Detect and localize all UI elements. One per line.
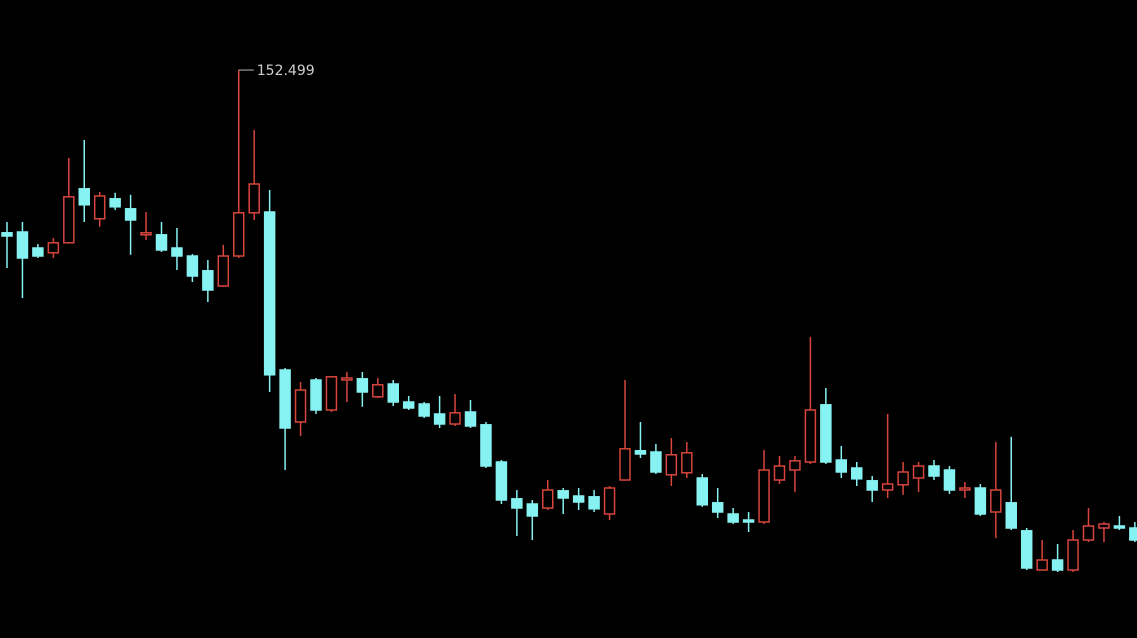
candle-body: [202, 270, 214, 291]
candle-body: [418, 403, 430, 417]
candle-body: [557, 490, 569, 499]
candle-body: [32, 247, 44, 257]
candle-body: [619, 448, 631, 481]
candle-body: [402, 401, 415, 409]
candle-body: [480, 424, 492, 467]
candle-body: [588, 496, 600, 510]
candle-body: [495, 461, 508, 501]
candle-body: [464, 411, 477, 427]
candle-body: [93, 195, 106, 220]
candle-body: [711, 502, 724, 513]
candle-body: [310, 379, 322, 411]
candle-body: [650, 451, 662, 473]
candle-body: [789, 460, 801, 471]
candle-body: [186, 255, 199, 277]
candle-body: [63, 196, 75, 244]
candle-body: [835, 459, 848, 473]
candle-body: [1067, 539, 1079, 571]
candle-body: [263, 211, 276, 376]
candle-body: [1129, 527, 1137, 541]
candle-body: [248, 183, 260, 214]
candle-body: [78, 188, 90, 206]
candle-body: [1082, 525, 1095, 541]
candle-body: [155, 234, 168, 251]
candle-body: [928, 465, 940, 477]
candle-body: [124, 208, 137, 221]
candle-body: [866, 480, 878, 491]
candle-body: [1036, 559, 1048, 571]
candle-body: [990, 489, 1002, 513]
candle-body: [851, 467, 863, 480]
candle-body: [387, 383, 399, 403]
candle-body: [526, 503, 539, 517]
candle-body: [758, 469, 770, 523]
candle-body: [233, 212, 245, 257]
candle-body: [603, 487, 616, 515]
candle-body: [742, 519, 755, 523]
candle-body: [1051, 559, 1064, 571]
candle-body: [325, 376, 338, 411]
candle-body: [912, 465, 925, 479]
candle-body: [665, 454, 678, 476]
candle-body: [542, 489, 554, 509]
candle-body: [16, 231, 29, 259]
candle-body: [433, 413, 446, 425]
candle-body: [356, 378, 369, 393]
candle-body: [820, 404, 832, 463]
candle-body: [341, 377, 353, 381]
high-label: 152.499: [257, 63, 315, 79]
candle-body: [681, 452, 693, 474]
candle-body: [294, 389, 307, 423]
candle-body: [1, 232, 13, 237]
candle-body: [881, 483, 894, 491]
candle-body: [511, 498, 523, 509]
candle-body: [1020, 530, 1033, 569]
candle-body: [727, 513, 739, 523]
candle-body: [974, 487, 987, 515]
candle-body: [773, 465, 786, 481]
candle-body: [279, 369, 291, 429]
candle-body: [217, 255, 230, 287]
candle-body: [140, 232, 152, 236]
candle-body: [572, 495, 585, 503]
candle-body: [372, 384, 384, 398]
candle-body: [1005, 502, 1017, 529]
candle-body: [804, 409, 817, 463]
candle-body: [47, 242, 60, 254]
candle-body: [1113, 525, 1126, 529]
candle-body: [171, 247, 183, 257]
candle-body: [1098, 523, 1110, 529]
candle-body: [634, 450, 647, 455]
candle-body: [109, 198, 121, 208]
candle-body: [897, 471, 909, 486]
candle-body: [449, 412, 461, 425]
candle-body: [959, 487, 971, 491]
candle-body: [943, 469, 956, 491]
candle-body: [696, 477, 708, 506]
